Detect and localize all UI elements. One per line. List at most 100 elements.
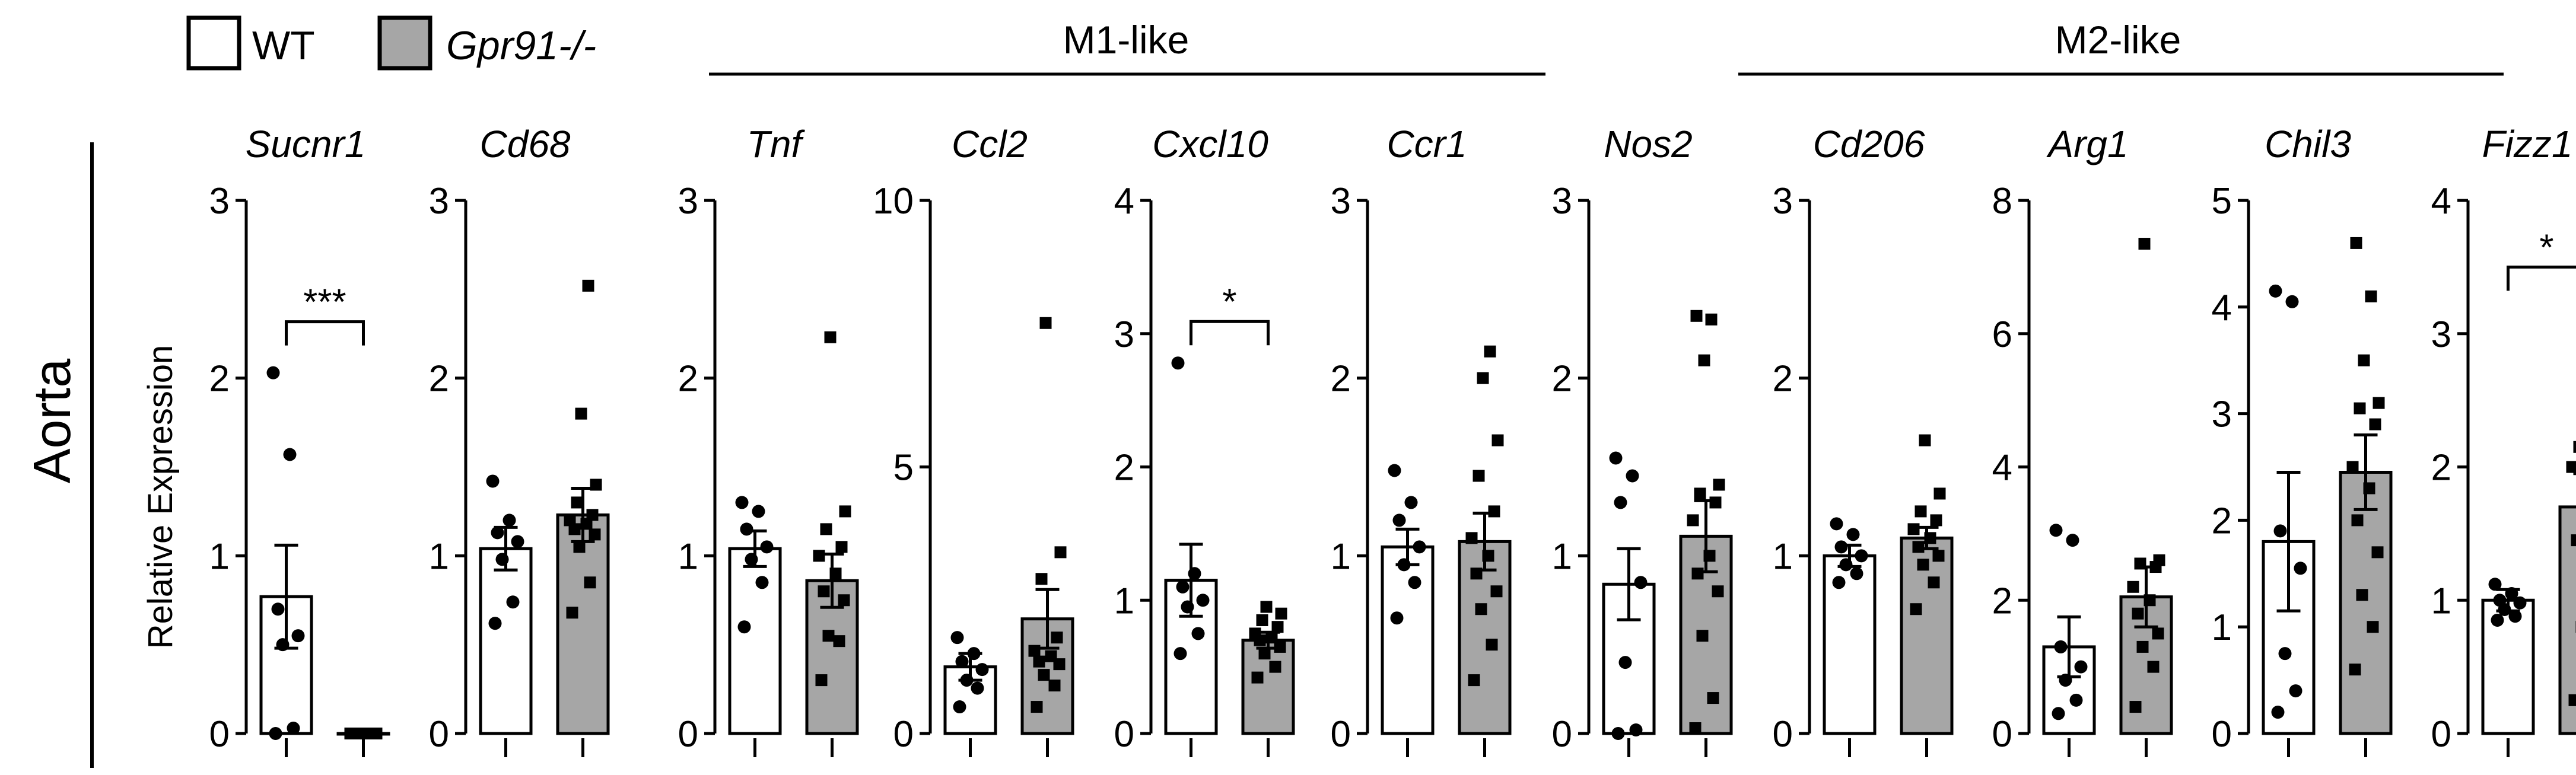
chart-panel-cxcl10: 0 1 2 3 4 Cxcl10 *: [1114, 123, 1295, 757]
data-point-ko: [2371, 546, 2384, 559]
data-point-wt: [269, 727, 282, 740]
data-point-ko: [1251, 671, 1264, 684]
y-tick-label: 1: [2212, 607, 2232, 648]
data-point-wt: [2285, 295, 2299, 308]
data-point-ko: [1687, 514, 1699, 527]
data-point-ko: [2367, 621, 2379, 633]
data-point-ko: [1258, 648, 1271, 660]
data-point-ko: [1928, 576, 1940, 589]
data-point-ko: [1486, 639, 1498, 651]
panel-title: Ccl2: [952, 123, 1028, 165]
data-point-ko: [1038, 669, 1050, 681]
y-tick-label: 6: [1992, 314, 2012, 355]
data-point-wt: [971, 681, 984, 695]
chart-panel-cd206: 0 1 2 3 Cd206: [1773, 123, 1954, 757]
data-point-wt: [1404, 496, 1418, 509]
y-tick-label: 1: [1552, 536, 1572, 577]
data-point-wt: [967, 647, 981, 661]
data-point-ko: [589, 528, 601, 541]
data-point-ko: [2152, 627, 2164, 640]
chart-panel-chil3: 0 1 2 3 4 5 Chil3: [2212, 123, 2393, 757]
chart-panel-fizz1: 0 1 2 3 4 Fizz1 *: [2431, 123, 2576, 757]
bar-wt: [2481, 598, 2535, 735]
data-point-ko: [2365, 290, 2377, 302]
legend-ko-swatch: [377, 15, 432, 71]
y-tick-label: 2: [678, 359, 698, 400]
data-point-ko: [362, 728, 375, 739]
data-point-ko: [1917, 559, 1929, 571]
data-point-wt: [276, 638, 290, 652]
data-point-wt: [1388, 464, 1401, 477]
data-point-wt: [2049, 524, 2063, 537]
y-tick-label: 3: [678, 181, 698, 222]
y-tick-label: 4: [2212, 288, 2232, 329]
data-point-wt: [271, 602, 285, 616]
data-point-wt: [1609, 451, 1623, 465]
data-point-wt: [495, 553, 509, 566]
panel-title: Cxcl10: [1152, 123, 1268, 165]
data-point-wt: [1830, 517, 1843, 531]
y-tick-label: 5: [2212, 181, 2232, 222]
y-tick-label: 0: [678, 714, 698, 755]
data-point-ko: [2350, 237, 2362, 249]
data-point-ko: [2127, 581, 2139, 593]
data-point-ko: [584, 576, 596, 589]
data-point-ko: [566, 607, 578, 619]
data-point-ko: [564, 514, 576, 527]
data-point-wt: [752, 505, 765, 518]
data-point-ko: [822, 630, 835, 642]
data-point-ko: [2144, 594, 2156, 607]
data-point-ko: [1465, 532, 1478, 544]
data-point-ko: [1694, 487, 1706, 500]
y-tick-label: 0: [1992, 714, 2012, 755]
data-point-wt: [2273, 524, 2287, 538]
bar-ko: [1458, 540, 1512, 735]
data-point-ko: [1468, 674, 1480, 687]
y-tick-label: 5: [893, 448, 914, 489]
chart-panel-nos2: 0 1 2 3 Nos2: [1552, 123, 1733, 757]
data-point-ko: [1028, 645, 1041, 657]
panels: 0123Sucnr1***0123Cd680123Tnf0510Ccl20123…: [209, 123, 2576, 757]
y-tick-label: 0: [429, 714, 449, 755]
data-point-wt: [1834, 540, 1848, 554]
data-point-wt: [1188, 567, 1201, 581]
data-point-wt: [2052, 707, 2065, 720]
data-point-ko: [1484, 345, 1496, 358]
y-tick-label: 8: [1992, 181, 2012, 222]
data-point-ko: [1051, 632, 1063, 644]
y-tick-label: 1: [1331, 536, 1351, 577]
data-point-ko: [833, 635, 845, 648]
data-point-wt: [2493, 594, 2507, 607]
data-point-wt: [1850, 567, 1863, 581]
y-tick-label: 3: [1331, 181, 1351, 222]
data-point-wt: [960, 674, 974, 687]
significance-label: *: [2539, 227, 2553, 268]
y-tick-label: 10: [873, 181, 914, 222]
legend-wt-label: WT: [252, 23, 315, 68]
significance-label: ***: [303, 282, 346, 323]
data-point-wt: [511, 535, 524, 548]
data-point-wt: [950, 631, 964, 645]
significance-label: *: [1222, 282, 1236, 323]
data-point-wt: [1408, 576, 1421, 589]
panel-title: Cd68: [480, 123, 571, 165]
bar-ko: [2339, 470, 2393, 735]
y-tick-label: 3: [209, 181, 230, 222]
data-point-wt: [975, 663, 989, 677]
data-point-ko: [820, 523, 832, 535]
y-tick-label: 4: [1114, 181, 1134, 222]
data-point-wt: [1196, 594, 1210, 607]
data-point-ko: [1709, 496, 1722, 509]
data-point-wt: [2513, 596, 2527, 610]
data-point-ko: [1488, 505, 1500, 518]
data-point-ko: [1690, 310, 1703, 322]
bar-wt: [479, 547, 533, 735]
y-tick-label: 2: [1552, 359, 1572, 400]
data-point-ko: [1054, 546, 1067, 559]
y-tick-label: 1: [1773, 536, 1793, 577]
data-point-ko: [1689, 722, 1702, 735]
data-point-wt: [1614, 496, 1627, 509]
y-tick-label: 1: [1114, 581, 1134, 621]
data-point-ko: [2132, 607, 2144, 620]
data-point-ko: [1256, 614, 1268, 626]
